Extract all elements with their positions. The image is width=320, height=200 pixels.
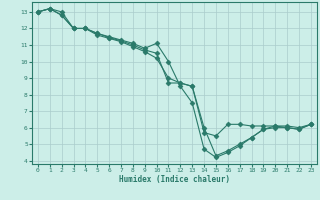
X-axis label: Humidex (Indice chaleur): Humidex (Indice chaleur) [119,175,230,184]
